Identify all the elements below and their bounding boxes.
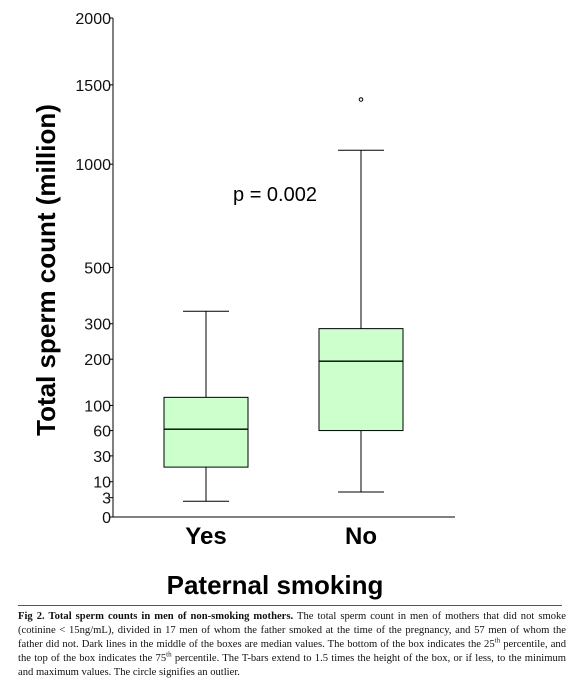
y-tick-label: 1500 (75, 78, 111, 95)
y-tick-label: 2000 (75, 11, 111, 28)
caption-divider (18, 605, 562, 606)
y-tick-label: 60 (93, 424, 111, 441)
x-axis: Yes No (113, 516, 455, 550)
caption-sup-2: th (166, 650, 172, 659)
interquartile-box (318, 328, 404, 432)
x-category-label: Yes (185, 523, 226, 550)
y-tick-label: 30 (93, 449, 111, 466)
interquartile-box (163, 396, 249, 468)
y-tick-label: 100 (84, 398, 111, 415)
y-tick-label: 10 (93, 475, 111, 492)
outlier-point (358, 97, 364, 102)
p-value-annotation: p = 0.002 (233, 184, 317, 206)
caption-text-1: The total sperm count in men of mothers … (18, 611, 566, 650)
caption-sup-1: th (494, 636, 501, 645)
box-no (318, 97, 404, 493)
y-tick-label: 200 (84, 352, 111, 369)
y-tick-label: 1000 (75, 157, 111, 174)
y-tick-label: 0 (102, 510, 111, 527)
x-axis-title: Paternal smoking (167, 570, 384, 600)
caption-text-2: percentile, and the top of the box indic… (18, 639, 566, 664)
y-tick-label: 300 (84, 317, 111, 334)
y-tick-label: 500 (84, 261, 111, 278)
caption-label: Fig 2. Total sperm counts in men of non-… (18, 611, 294, 622)
boxes (163, 97, 404, 502)
box-plot: 0 310 30 60 100 200 300 500 1000 1500 2000 Yes No T… (31, 11, 455, 600)
y-tick-label: 3 (102, 491, 111, 508)
x-category-label: No (345, 523, 377, 550)
y-axis: 0 310 30 60 100 200 300 500 1000 1500 2000 (75, 11, 114, 527)
y-axis-title: Total sperm count (million) (31, 104, 61, 436)
box-yes (163, 310, 249, 502)
caption-text-3: percentile. The T-bars extend to 1.5 tim… (18, 653, 566, 678)
figure-caption: Fig 2. Total sperm counts in men of non-… (18, 610, 566, 680)
